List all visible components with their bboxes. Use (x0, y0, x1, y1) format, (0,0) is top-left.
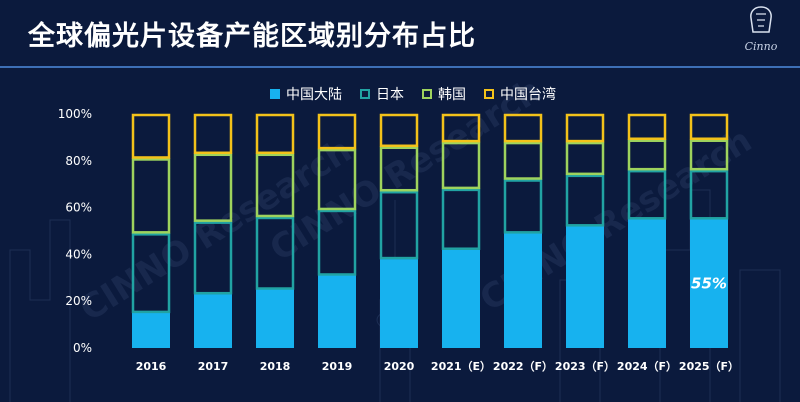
bar-segment (317, 148, 357, 211)
bar-segment (193, 153, 233, 222)
bar-segment (132, 312, 170, 348)
legend-label-korea: 韩国 (438, 87, 466, 103)
legend-label-mainland: 中国大陆 (286, 87, 342, 103)
bar-segment (689, 169, 729, 220)
bar-segment (566, 226, 604, 348)
legend-swatch-taiwan (484, 89, 494, 99)
bar-segment (442, 249, 480, 348)
x-tick-label: 2021（E） (431, 360, 491, 373)
bar-segment (317, 209, 357, 276)
bar-segment (194, 294, 232, 348)
bar-segment (131, 113, 171, 159)
bar-segment (441, 188, 481, 250)
chart-legend: 中国大陆 日本 韩国 中国台湾 (270, 84, 556, 104)
bar-segment (193, 221, 233, 295)
x-tick-label: 2019 (322, 360, 353, 373)
bar-group (131, 113, 729, 348)
bar-segment (255, 216, 295, 290)
y-tick-label: 80% (65, 154, 92, 168)
bar-segment (379, 113, 419, 148)
legend-label-japan: 日本 (376, 87, 404, 103)
bar-segment (689, 139, 729, 171)
bar-segment (504, 233, 542, 348)
bar-segment (565, 141, 605, 176)
bar-segment (503, 179, 543, 234)
bar-segment (627, 169, 667, 220)
y-tick-label: 100% (58, 107, 92, 121)
bar-segment (503, 113, 543, 143)
x-tick-label: 2024（F） (617, 360, 677, 373)
bar-segment (256, 289, 294, 348)
bar-segment (380, 259, 418, 348)
bar-segment (317, 113, 357, 150)
y-axis: 0% 20% 40% 60% 80% 100% (58, 107, 92, 355)
legend-item-japan: 日本 (360, 84, 404, 104)
legend-swatch-korea (422, 89, 432, 99)
data-label: 55% (691, 275, 727, 293)
legend-swatch-mainland (270, 89, 280, 99)
cinno-logo-icon (750, 6, 772, 33)
bar-segment (689, 113, 729, 140)
title-divider (0, 66, 800, 68)
y-tick-label: 60% (65, 201, 92, 215)
y-tick-label: 20% (65, 294, 92, 308)
y-tick-label: 0% (73, 341, 92, 355)
bar-segment (193, 113, 233, 155)
bar-segment (379, 190, 419, 260)
x-tick-label: 2017 (198, 360, 229, 373)
bar-segment (379, 146, 419, 192)
x-tick-label: 2022（F） (493, 360, 553, 373)
x-tick-label: 2018 (260, 360, 291, 373)
logo-wordmark: Cinno (744, 40, 778, 53)
legend-item-korea: 韩国 (422, 84, 466, 104)
bar-segment (131, 158, 171, 234)
x-axis: 2016 2017 2018 2019 2020 2021（E） 2022（F） 2023（F… (136, 360, 739, 373)
bar-segment (441, 113, 481, 143)
bar-segment (627, 113, 667, 140)
bar-segment (565, 113, 605, 143)
x-tick-label: 2023（F） (555, 360, 615, 373)
bar-segment (318, 275, 356, 348)
bar-segment (627, 139, 667, 171)
bar-segment (255, 153, 295, 218)
bar-segment (503, 141, 543, 180)
annotation-group: 55% (691, 275, 727, 293)
y-tick-label: 40% (65, 247, 92, 261)
bar-segment (565, 174, 605, 227)
bar-segment (628, 219, 666, 348)
bar-segment (690, 219, 728, 348)
legend-label-taiwan: 中国台湾 (500, 87, 556, 103)
page-title: 全球偏光片设备产能区域别分布占比 (28, 21, 476, 52)
bar-segment (441, 141, 481, 190)
x-tick-label: 2020 (384, 360, 415, 373)
bar-segment (255, 113, 295, 155)
cinno-logo: Cinno (738, 4, 784, 60)
x-tick-label: 2016 (136, 360, 167, 373)
legend-item-taiwan: 中国台湾 (484, 84, 556, 104)
bar-segment (131, 233, 171, 314)
legend-swatch-japan (360, 89, 370, 99)
legend-item-mainland: 中国大陆 (270, 84, 342, 104)
x-tick-label: 2025（F） (679, 360, 739, 373)
